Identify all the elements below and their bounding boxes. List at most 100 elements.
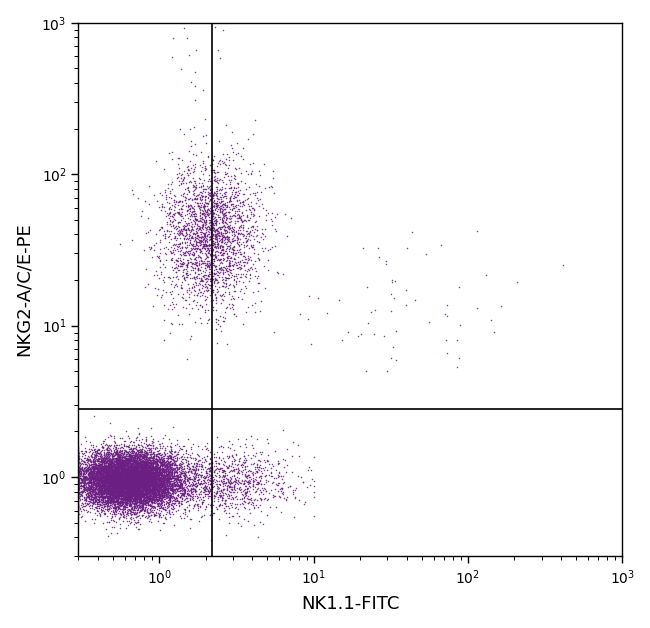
Point: [114, 453, 125, 463]
Point: [156, 269, 166, 279]
Point: [105, 468, 116, 479]
Point: [127, 470, 138, 480]
Point: [163, 487, 174, 497]
Point: [185, 261, 196, 271]
Point: [89, 474, 99, 484]
Point: [125, 471, 135, 481]
Point: [107, 487, 118, 497]
Point: [267, 492, 278, 502]
Point: [129, 465, 139, 475]
Point: [128, 494, 138, 504]
Point: [127, 481, 138, 491]
Point: [153, 458, 163, 468]
Point: [115, 477, 125, 487]
Point: [73, 465, 84, 475]
Point: [148, 452, 159, 462]
Point: [112, 477, 123, 487]
Point: [73, 463, 84, 473]
Point: [105, 467, 115, 477]
Point: [112, 482, 122, 492]
Point: [164, 328, 175, 338]
Point: [98, 501, 109, 511]
Point: [144, 516, 155, 526]
Point: [198, 158, 209, 168]
Point: [222, 339, 232, 349]
Point: [196, 461, 206, 471]
Point: [129, 479, 139, 489]
Point: [225, 475, 235, 485]
Point: [143, 465, 153, 475]
Point: [161, 467, 172, 477]
Point: [129, 473, 139, 483]
Point: [197, 276, 207, 286]
Point: [109, 486, 120, 496]
Point: [136, 489, 147, 499]
Point: [224, 508, 234, 518]
Point: [114, 481, 124, 491]
Point: [244, 479, 255, 489]
Point: [130, 484, 140, 494]
Point: [188, 234, 198, 244]
Point: [143, 458, 153, 468]
Point: [99, 456, 109, 466]
Point: [127, 436, 138, 447]
Point: [220, 207, 231, 217]
Point: [107, 449, 118, 459]
Point: [124, 461, 135, 471]
Point: [135, 469, 145, 479]
Point: [120, 481, 131, 491]
Point: [200, 201, 211, 211]
Point: [104, 493, 114, 503]
Point: [214, 259, 225, 269]
Point: [198, 464, 209, 474]
Point: [96, 500, 106, 510]
Point: [186, 465, 196, 475]
Point: [102, 484, 112, 494]
Point: [132, 455, 142, 465]
Point: [93, 487, 103, 497]
Point: [139, 475, 150, 485]
Point: [160, 472, 170, 482]
Point: [222, 252, 233, 263]
Point: [101, 480, 111, 490]
Point: [208, 193, 218, 203]
Point: [134, 490, 144, 500]
Point: [226, 211, 237, 221]
Point: [125, 444, 135, 454]
Point: [135, 480, 146, 490]
Point: [152, 501, 162, 511]
Point: [200, 473, 210, 483]
Point: [159, 492, 170, 502]
Point: [227, 484, 238, 494]
Point: [203, 485, 213, 495]
Point: [159, 450, 170, 460]
Point: [229, 244, 239, 254]
Point: [130, 497, 140, 507]
Point: [246, 263, 256, 273]
Point: [107, 472, 118, 482]
Point: [119, 482, 129, 492]
Point: [135, 474, 146, 484]
Point: [142, 484, 153, 494]
Point: [235, 478, 245, 488]
Point: [140, 479, 150, 489]
Point: [78, 499, 88, 509]
Point: [116, 477, 126, 487]
Point: [111, 445, 122, 455]
Point: [166, 474, 177, 484]
Point: [202, 300, 212, 310]
Point: [110, 479, 120, 489]
Point: [159, 494, 169, 504]
Point: [133, 484, 143, 494]
Point: [129, 480, 140, 490]
Point: [205, 234, 215, 244]
Point: [122, 480, 133, 490]
Point: [112, 484, 122, 494]
Point: [125, 479, 135, 489]
Point: [128, 468, 138, 479]
Point: [133, 482, 144, 492]
Point: [113, 488, 124, 498]
Point: [198, 224, 208, 234]
Point: [114, 470, 125, 480]
Point: [96, 479, 106, 489]
